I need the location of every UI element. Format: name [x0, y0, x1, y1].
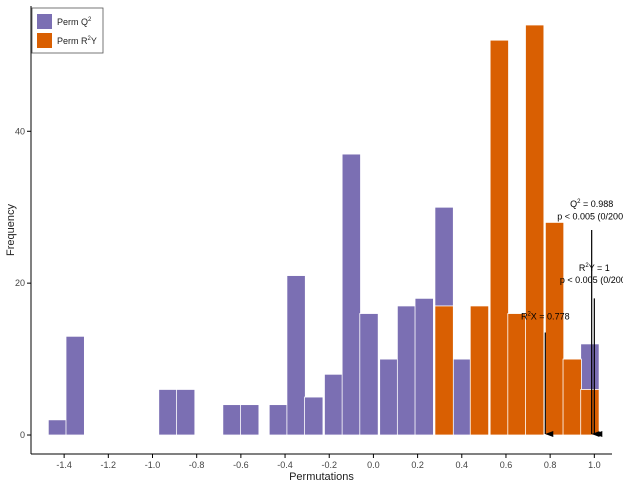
perm-r2y-bars [434, 24, 600, 436]
y-tick-label: 40 [15, 126, 25, 136]
x-tick-label: -0.4 [277, 460, 293, 470]
x-tick-label: 0.6 [500, 460, 513, 470]
plot-area: Q2 = 0.988 p < 0.005 (0/200) R2Y = 1 p < 0.… [47, 24, 623, 438]
bar-perm-q2-3 [176, 389, 196, 436]
bar-perm-q2-16 [452, 358, 472, 436]
y-ticks: 0 20 40 [15, 126, 31, 440]
bar-perm-r2y-0 [434, 305, 454, 436]
bar-perm-q2-5 [240, 404, 260, 436]
bar-perm-q2-8 [304, 396, 324, 436]
y-tick-label: 20 [15, 278, 25, 288]
legend-swatch-perm-q2 [37, 14, 52, 29]
bar-perm-q2-4 [222, 404, 242, 436]
x-tick-label: 0.4 [456, 460, 469, 470]
bar-perm-r2y-4 [525, 24, 545, 436]
x-tick-label: 0.0 [367, 460, 380, 470]
bar-perm-r2y-3 [507, 313, 527, 436]
annotations: Q2 = 0.988 p < 0.005 (0/200) R2Y = 1 p < 0.… [521, 199, 623, 438]
x-tick-label: -0.2 [321, 460, 337, 470]
x-tick-label: -1.0 [145, 460, 161, 470]
bar-perm-r2y-7 [580, 389, 600, 436]
x-tick-label: -1.4 [56, 460, 72, 470]
axes: -1.4 -1.2 -1.0 -0.8 -0.6 -0.4 -0.2 0.0 0.2 0.4 0.6… [5, 6, 612, 483]
legend-label-perm-r2y: Perm R2Y [57, 36, 97, 46]
bar-perm-q2-11 [359, 313, 379, 436]
bar-perm-q2-9 [324, 373, 344, 436]
annotation-label-r2x: R2X = 0.778 [521, 312, 570, 322]
legend-swatch-perm-r2y [37, 33, 52, 48]
x-axis-label: Permutations [289, 471, 354, 483]
x-tick-label: 0.8 [544, 460, 557, 470]
bar-perm-q2-6 [268, 404, 289, 436]
bar-perm-q2-13 [396, 305, 417, 436]
legend: Perm Q2 Perm R2Y [31, 7, 104, 54]
bar-perm-r2y-6 [562, 358, 582, 436]
annotation-pvalue-q2: p < 0.005 (0/200) [557, 211, 623, 221]
x-tick-label: -0.6 [233, 460, 249, 470]
annotation-label-r2y: R2Y = 1 [579, 263, 610, 273]
bar-perm-q2-0 [47, 419, 68, 436]
x-tick-label: -1.2 [101, 460, 117, 470]
annotation-label-q2: Q2 = 0.988 [570, 199, 613, 209]
x-ticks: -1.4 -1.2 -1.0 -0.8 -0.6 -0.4 -0.2 0.0 0.2 0.4 0.6… [56, 454, 601, 470]
x-tick-label: 0.2 [411, 460, 424, 470]
bar-perm-q2-7 [286, 275, 306, 436]
bar-perm-q2-1 [65, 335, 85, 436]
bar-perm-q2-12 [379, 358, 399, 436]
bar-perm-q2-2 [158, 389, 178, 436]
bar-perm-q2-14 [414, 297, 434, 436]
legend-label-perm-q2: Perm Q2 [57, 17, 92, 27]
bar-perm-r2y-1 [469, 305, 490, 436]
x-tick-label: -0.8 [189, 460, 205, 470]
bar-perm-r2y-2 [489, 39, 509, 436]
y-axis-label: Frequency [5, 204, 17, 256]
x-tick-label: 1.0 [588, 460, 601, 470]
bar-perm-q2-10 [341, 153, 361, 436]
y-tick-label: 0 [20, 430, 25, 440]
bar-perm-r2y-5 [544, 222, 565, 436]
annotation-pvalue-r2y: p < 0.005 (0/200) [560, 275, 623, 285]
